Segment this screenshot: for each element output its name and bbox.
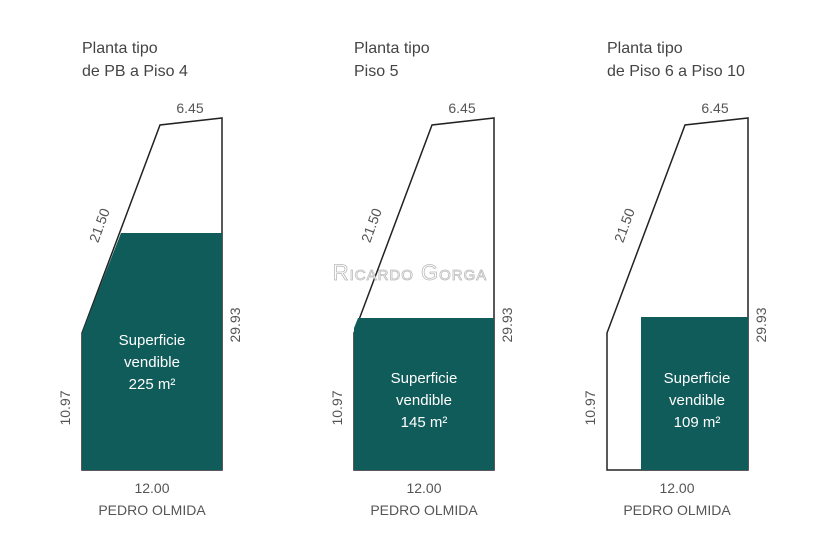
left-dimension: 10.97 [57,390,73,425]
area-label: Superficie [119,332,186,349]
diagonal-dimension: 21.50 [611,206,638,245]
area-label: Superficie [664,370,731,387]
area-label: Superficie [391,370,458,387]
bottom-dimension: 12.00 [659,480,694,496]
area-label: 225 m² [129,376,176,393]
top-dimension: 6.45 [176,100,203,116]
area-label: vendible [396,392,452,409]
diagonal-dimension: 21.50 [358,206,385,245]
street-name: PEDRO OLMIDA [370,502,478,518]
diagonal-dimension: 21.50 [86,206,113,245]
watermark: Ricardo Gorga [333,260,488,285]
panel-title: de PB a Piso 4 [82,63,188,80]
area-label: 109 m² [674,414,721,431]
bottom-dimension: 12.00 [134,480,169,496]
bottom-dimension: 12.00 [406,480,441,496]
sellable-area [641,317,748,470]
top-dimension: 6.45 [448,100,475,116]
street-name: PEDRO OLMIDA [623,502,731,518]
panel-title: Planta tipo [82,40,158,57]
sellable-area [82,233,222,470]
left-dimension: 10.97 [582,390,598,425]
top-dimension: 6.45 [701,100,728,116]
right-dimension: 29.93 [227,307,243,342]
panel-title: Piso 5 [354,63,399,80]
area-label: vendible [669,392,725,409]
panel-title: Planta tipo [354,40,430,57]
right-dimension: 29.93 [753,307,769,342]
area-label: vendible [124,354,180,371]
left-dimension: 10.97 [329,390,345,425]
area-label: 145 m² [401,414,448,431]
street-name: PEDRO OLMIDA [98,502,206,518]
sellable-area [354,318,494,470]
panel-title: Planta tipo [607,40,683,57]
panel-title: de Piso 6 a Piso 10 [607,63,745,80]
right-dimension: 29.93 [499,307,515,342]
